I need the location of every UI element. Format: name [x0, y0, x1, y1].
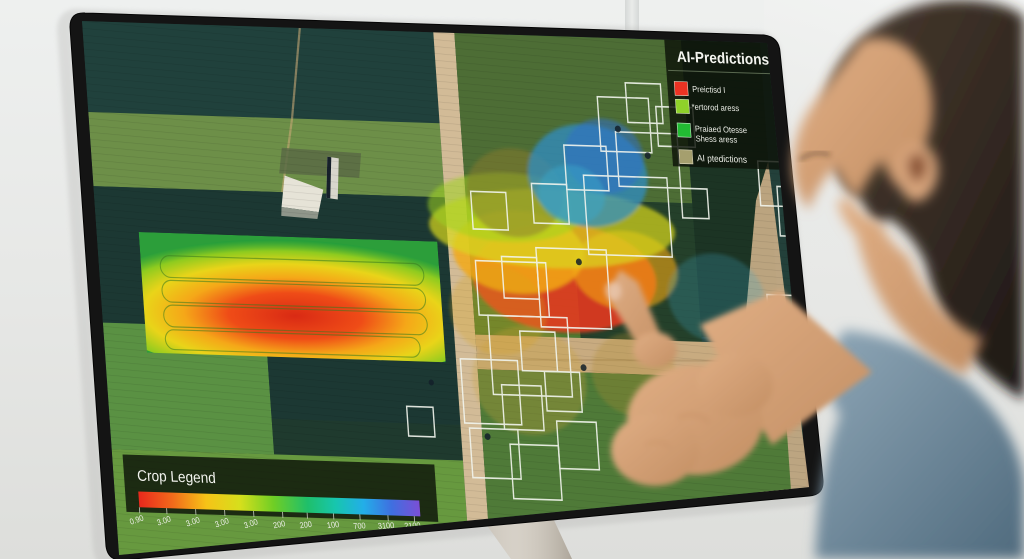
svg-text:100: 100 [326, 520, 340, 531]
svg-text:Shess aress: Shess aress [695, 134, 737, 145]
svg-text:AI-Predictions: AI-Predictions [676, 49, 769, 69]
svg-text:Preictisd I: Preictisd I [692, 85, 726, 96]
svg-text:*ertorod aress: *ertorod aress [691, 102, 739, 113]
svg-text:700: 700 [353, 521, 367, 531]
svg-text:AI ptedictions: AI ptedictions [697, 153, 748, 165]
svg-text:200: 200 [299, 519, 313, 530]
svg-text:Crop Legend: Crop Legend [137, 468, 217, 487]
